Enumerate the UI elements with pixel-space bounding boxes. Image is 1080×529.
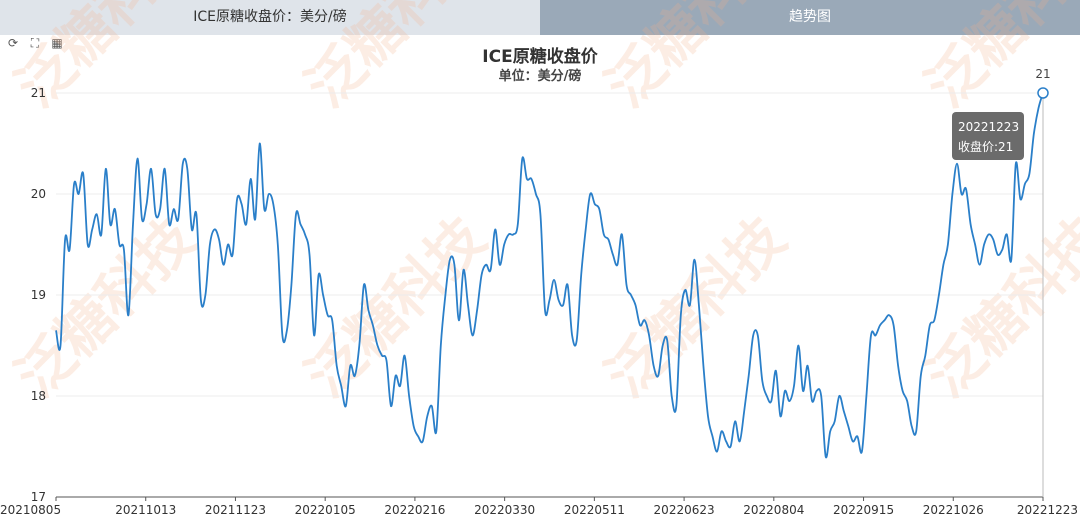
last-point-marker[interactable] xyxy=(1037,87,1049,99)
x-tick-label: 20221223 xyxy=(1017,503,1078,517)
y-tick-label: 18 xyxy=(31,389,46,403)
watermark-text: 泛糖科技 xyxy=(4,206,208,410)
chart-toolbar: ⟳ ⛶ ▦ xyxy=(6,36,64,50)
x-tick-label: 20220804 xyxy=(743,503,804,517)
watermark-text: 泛糖科技 xyxy=(914,0,1080,120)
zoom-icon[interactable]: ⛶ xyxy=(30,36,40,50)
x-tick-label: 20220511 xyxy=(564,503,625,517)
watermark-text: 泛糖科技 xyxy=(4,0,208,120)
x-tick-label: 20221026 xyxy=(923,503,984,517)
x-tick-label: 20220330 xyxy=(474,503,535,517)
y-axis: 17 18 19 20 21 xyxy=(31,86,46,504)
x-tick-label: 20220105 xyxy=(295,503,356,517)
chart-subtitle: 单位：美分/磅 xyxy=(499,68,582,84)
tab-trend-chart[interactable]: 趋势图 xyxy=(540,0,1080,35)
tab-bar: ICE原糖收盘价：美分/磅 趋势图 xyxy=(0,0,1080,35)
y-tick-label: 19 xyxy=(31,288,46,302)
refresh-icon[interactable]: ⟳ xyxy=(7,36,19,50)
watermark-text: 泛糖科技 xyxy=(594,0,798,120)
y-tick-label: 21 xyxy=(31,86,46,100)
last-value-label: 21 xyxy=(1035,67,1050,81)
tooltip-layer: 20221223 收盘价:21 xyxy=(952,112,1024,160)
series-layer: 21 xyxy=(55,67,1051,497)
x-tick-label: 20220623 xyxy=(654,503,715,517)
watermark-text: 泛糖科技 xyxy=(294,0,498,120)
x-tick-label: 20211013 xyxy=(115,503,176,517)
x-tick-label: 20211123 xyxy=(205,503,266,517)
x-axis: 20210805 20211013 20211123 20220105 20220216… xyxy=(0,496,1078,517)
tab-closing-price[interactable]: ICE原糖收盘价：美分/磅 xyxy=(0,0,540,35)
tooltip-date: 20221223 xyxy=(958,120,1019,134)
y-tick-label: 17 xyxy=(31,490,46,504)
x-tick-label: 20220915 xyxy=(833,503,894,517)
grid xyxy=(56,92,1043,498)
price-line xyxy=(55,92,1044,459)
x-tick-label: 20220216 xyxy=(384,503,445,517)
chart-title: ICE原糖收盘价 xyxy=(482,46,598,67)
watermark-text: 泛糖科技 xyxy=(914,206,1080,410)
tooltip-value: 收盘价:21 xyxy=(958,139,1013,154)
watermark-text: 泛糖科技 xyxy=(594,206,798,410)
tooltip-box xyxy=(952,112,1024,160)
x-tick-label: 20210805 xyxy=(0,503,61,517)
y-tick-label: 20 xyxy=(31,187,46,201)
data-view-icon[interactable]: ▦ xyxy=(51,36,63,50)
